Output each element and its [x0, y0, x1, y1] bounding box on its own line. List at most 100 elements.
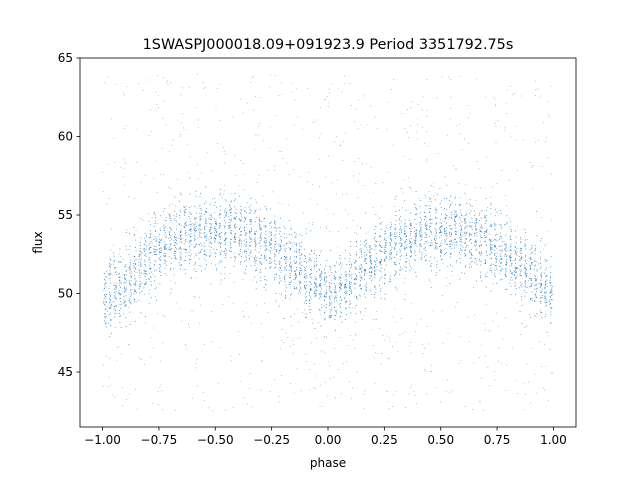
data-point: [369, 247, 371, 248]
data-point: [214, 198, 216, 199]
data-point: [140, 265, 142, 267]
data-point: [285, 332, 287, 334]
data-point: [284, 256, 286, 257]
data-point: [500, 279, 502, 281]
data-point: [330, 317, 331, 318]
data-point: [365, 212, 367, 214]
data-point: [262, 195, 264, 197]
data-point: [406, 257, 408, 259]
data-point: [190, 228, 192, 230]
data-point: [354, 266, 356, 268]
data-point: [329, 286, 331, 288]
data-point: [209, 223, 211, 225]
data-point: [340, 277, 341, 278]
data-point: [435, 230, 437, 232]
data-point: [214, 241, 216, 243]
data-point: [199, 205, 201, 207]
data-point: [157, 313, 159, 315]
data-point: [510, 221, 512, 223]
data-point: [490, 204, 492, 206]
data-point: [310, 273, 312, 274]
data-point: [320, 277, 322, 279]
data-point: [354, 295, 356, 297]
data-point: [110, 299, 112, 301]
data-point: [379, 240, 381, 242]
data-point: [260, 245, 262, 247]
data-point: [228, 225, 230, 227]
data-point: [351, 291, 353, 293]
data-point: [547, 157, 548, 159]
data-point: [446, 244, 448, 245]
data-point: [244, 250, 245, 252]
data-point: [335, 297, 337, 298]
data-point: [254, 241, 256, 242]
data-point: [229, 205, 231, 207]
data-point: [115, 288, 117, 290]
data-point: [212, 410, 214, 412]
data-point: [543, 295, 545, 297]
data-point: [141, 291, 142, 292]
data-point: [420, 231, 422, 233]
data-point: [549, 299, 551, 301]
data-point: [369, 257, 371, 259]
data-point: [426, 229, 427, 230]
data-point: [395, 390, 397, 392]
data-point: [530, 258, 532, 260]
data-point: [240, 209, 242, 211]
data-point: [178, 215, 180, 217]
data-point: [459, 197, 461, 198]
data-point: [183, 127, 184, 129]
data-point: [144, 250, 145, 252]
data-point: [544, 272, 546, 274]
data-point: [214, 218, 216, 220]
data-point: [170, 227, 172, 229]
data-point: [246, 253, 247, 255]
data-point: [315, 295, 317, 296]
data-point: [255, 260, 256, 262]
data-point: [392, 345, 393, 347]
data-point: [449, 200, 450, 202]
data-point: [199, 224, 201, 225]
data-point: [189, 242, 190, 244]
data-point: [387, 357, 389, 359]
data-point: [535, 297, 537, 299]
data-point: [299, 280, 301, 282]
data-point: [298, 321, 300, 323]
data-point: [219, 213, 221, 215]
data-point: [155, 109, 157, 110]
data-point: [354, 278, 356, 280]
data-point: [395, 215, 397, 217]
data-point: [545, 302, 547, 303]
data-point: [336, 261, 338, 263]
data-point: [225, 252, 227, 254]
data-point: [310, 296, 312, 298]
data-point: [155, 237, 157, 239]
data-point: [293, 242, 295, 244]
data-point: [195, 271, 197, 272]
data-point: [293, 392, 295, 394]
data-point: [515, 246, 516, 248]
data-point: [454, 217, 456, 218]
data-point: [235, 208, 237, 210]
data-point: [499, 236, 501, 238]
data-point: [519, 287, 520, 289]
data-point: [210, 283, 212, 285]
data-point: [410, 223, 411, 225]
data-point: [494, 274, 496, 276]
data-point: [305, 316, 307, 318]
data-point: [425, 225, 427, 227]
data-point: [535, 95, 536, 96]
data-point: [295, 250, 297, 252]
data-point: [108, 307, 110, 309]
data-point: [284, 297, 286, 299]
data-point: [137, 356, 139, 358]
data-point: [239, 381, 241, 382]
data-point: [165, 124, 167, 126]
data-point: [411, 302, 412, 304]
data-point: [520, 249, 522, 251]
data-point: [355, 261, 357, 263]
data-point: [273, 260, 275, 262]
data-point: [304, 286, 306, 287]
data-point: [425, 241, 427, 242]
data-point: [386, 128, 387, 130]
